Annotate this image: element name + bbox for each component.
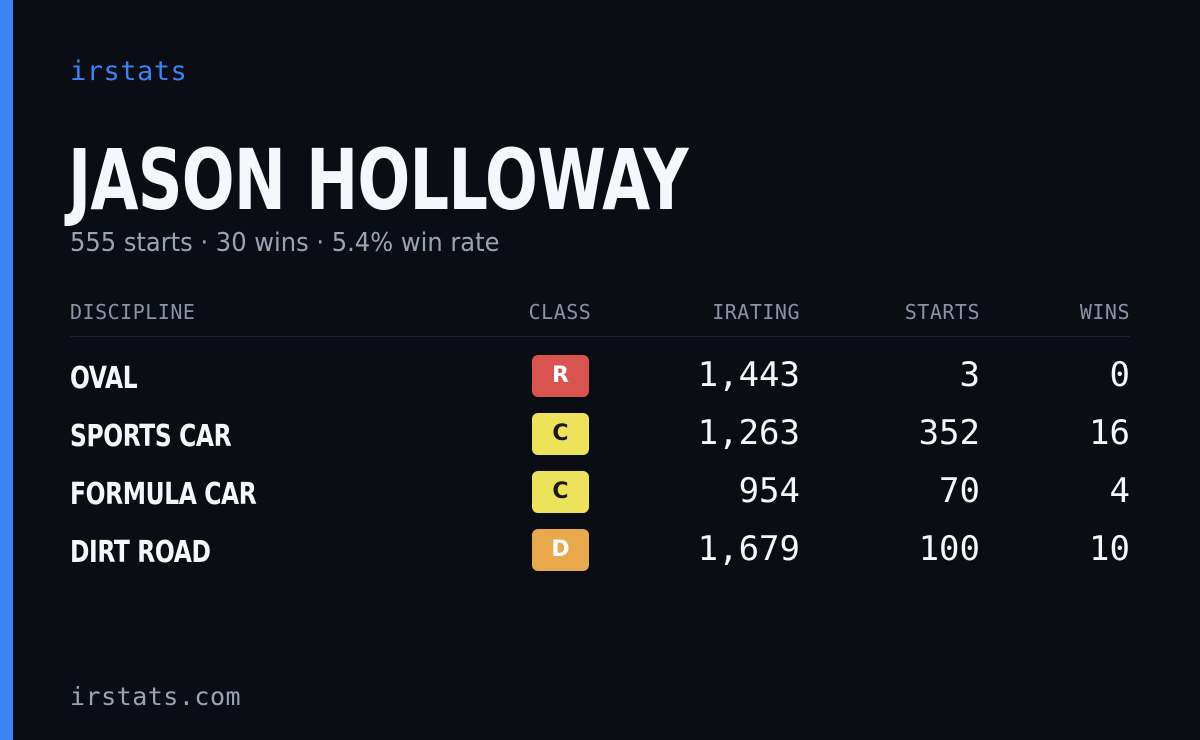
table-header: DISCIPLINE CLASS IRATING STARTS WINS — [70, 296, 1130, 337]
brand-logo[interactable]: irstats — [70, 56, 188, 87]
irating-value: 954 — [738, 471, 800, 511]
discipline-name: DIRT ROAD — [70, 535, 211, 570]
irating-value: 1,443 — [697, 355, 800, 395]
starts-value: 3 — [959, 355, 980, 395]
header-starts: STARTS — [904, 300, 980, 324]
license-class-badge: R — [532, 355, 589, 397]
wins-value: 0 — [1109, 355, 1130, 395]
header-class: CLASS — [528, 300, 592, 324]
driver-summary: 555 starts · 30 wins · 5.4% win rate — [70, 228, 500, 258]
accent-bar — [0, 0, 13, 740]
irating-value: 1,679 — [697, 529, 800, 569]
header-wins: WINS — [1079, 300, 1130, 324]
table-body: OVAL R 1,443 3 0 SPORTS CAR C 1,263 352 … — [70, 337, 1130, 583]
wins-value: 16 — [1089, 413, 1130, 453]
table-row: SPORTS CAR C 1,263 352 16 — [70, 409, 1130, 467]
table-row: FORMULA CAR C 954 70 4 — [70, 467, 1130, 525]
license-class-badge: D — [532, 529, 589, 571]
license-class-badge: C — [532, 471, 589, 513]
wins-value: 4 — [1109, 471, 1130, 511]
discipline-name: SPORTS CAR — [70, 419, 232, 454]
starts-value: 100 — [918, 529, 980, 569]
discipline-name: OVAL — [70, 361, 138, 396]
footer-site-link[interactable]: irstats.com — [70, 682, 242, 711]
irating-value: 1,263 — [697, 413, 800, 453]
starts-value: 70 — [939, 471, 980, 511]
table-row: DIRT ROAD D 1,679 100 10 — [70, 525, 1130, 583]
stats-table: DISCIPLINE CLASS IRATING STARTS WINS OVA… — [70, 296, 1130, 583]
table-row: OVAL R 1,443 3 0 — [70, 351, 1130, 409]
wins-value: 10 — [1089, 529, 1130, 569]
header-discipline: DISCIPLINE — [70, 300, 196, 324]
license-class-badge: C — [532, 413, 589, 455]
discipline-name: FORMULA CAR — [70, 477, 257, 512]
header-irating: IRATING — [712, 300, 800, 324]
driver-name: JASON HOLLOWAY — [68, 131, 689, 229]
starts-value: 352 — [918, 413, 980, 453]
